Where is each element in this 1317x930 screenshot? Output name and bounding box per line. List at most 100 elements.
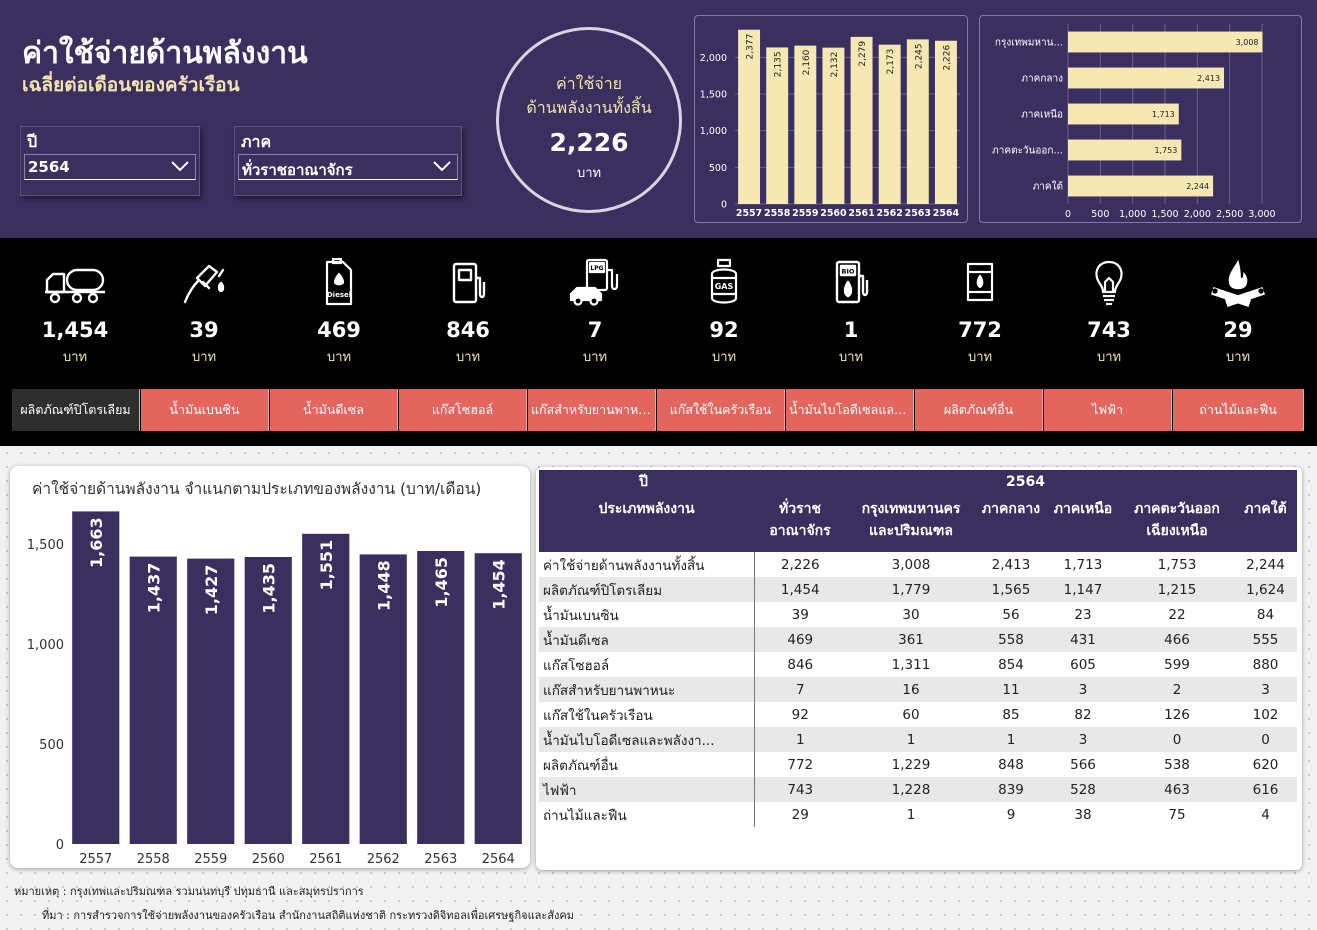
table-cell: 605 [1070,656,1096,673]
table-cell: 75 [1168,806,1186,823]
x-tick-label: 2557 [79,852,112,867]
energy-value: 1 [843,318,859,342]
energy-card-household-gas: GAS 92 บาท [660,258,788,365]
table-cell: 1,454 [754,577,846,602]
table-cell: 1,311 [891,656,931,673]
table-cell: 361 [846,627,976,652]
x-tick-label: 2558 [764,208,791,219]
table-cell: 1,779 [846,577,976,602]
bio-pump-icon: BIO [835,260,869,304]
table-year-header: ปี [539,470,754,494]
energy-value: 846 [446,318,490,342]
table-cell: 1,228 [846,777,976,802]
y-category-label: ภาคกลาง [1021,74,1063,85]
col-header-central[interactable]: ภาคกลาง [976,494,1046,552]
energy-unit: บาท [582,350,608,365]
yearly-category-chart-card: ค่าใช้จ่ายด้านพลังงาน จำแนกตามประเภทของพ… [10,466,530,868]
page-subtitle: เฉลี่ยต่อเดือนของครัวเรือน [22,74,240,96]
x-tick-label: 1,000 [1119,209,1146,220]
table-row: ค่าใช้จ่ายด้านพลังงานทั้งสิ้น 2,226 3,008 2… [539,552,1297,577]
x-tick-label: 2563 [905,208,931,219]
col-header-energy-type[interactable]: ประเภทพลังงาน [539,494,754,552]
table-row-label: น้ำมันดีเซล [539,627,755,652]
table-cell: 3,008 [891,556,931,573]
table-cell: 772 [787,756,814,773]
bar-value-label: 1,454 [489,559,508,610]
energy-unit: บาท [1096,350,1122,365]
svg-text:Diesel: Diesel [327,291,351,299]
bar [934,40,957,204]
table-cell: 1 [846,727,976,752]
energy-card-gasohol: 846 บาท [404,258,532,365]
tab-household-gas[interactable]: แก๊สใช้ในครัวเรือน [657,389,785,431]
table-cell: 0 [1234,727,1297,752]
bar [359,554,407,844]
tab-gasohol[interactable]: แก๊สโซฮอล์ [399,389,527,431]
table-cell: 1,229 [891,756,931,773]
table-row-label: ผลิตภัณฑ์ปิโตรเลียม [539,577,755,602]
year-slicer: ปี 2564 [20,126,200,196]
diesel-can-icon: Diesel [325,258,353,306]
table-cell: 463 [1120,777,1234,802]
x-tick-label: 2557 [736,208,762,219]
table-row-label: น้ำมันเบนซิน [539,602,755,627]
x-tick-label: 500 [1091,209,1109,220]
table-cell: 38 [1074,806,1092,823]
energy-unit: บาท [711,350,737,365]
table-row-label: ไฟฟ้า [539,777,755,802]
bar-value-label: 1,663 [87,517,106,568]
table-cell: 9 [1006,806,1016,823]
energy-card-electricity: 743 บาท [1045,258,1173,365]
table-cell: 56 [1002,606,1020,623]
bar-value-label: 2,132 [830,52,840,78]
bar [244,557,292,844]
table-cell: 538 [1164,756,1190,773]
tab-biodiesel[interactable]: น้ำมันไบโอดีเซลและพลังงานทดแทน [786,389,914,431]
bar [1068,103,1179,125]
tab-benzine[interactable]: น้ำมันเบนซิน [141,389,269,431]
y-tick-label: 0 [721,200,727,211]
tab-electricity[interactable]: ไฟฟ้า [1044,389,1172,431]
table-cell: 102 [1252,706,1279,723]
tab-diesel[interactable]: น้ำมันดีเซล [270,389,398,431]
tab-firewood[interactable]: ถ่านไม้และฟืน [1173,389,1304,431]
col-header-south[interactable]: ภาคใต้ [1234,494,1297,552]
region-dropdown[interactable]: ทั่วราชอาณาจักร [238,154,458,180]
fuel-truck-icon [45,268,105,304]
col-header-kingdom[interactable]: ทั่วราช อาณาจักร [754,494,846,552]
tab-petroleum[interactable]: ผลิตภัณฑ์ปิโตรเลียม [12,389,140,431]
energy-unit: บาท [455,350,481,365]
region-dropdown-value: ทั่วราชอาณาจักร [242,161,353,179]
col-header-north[interactable]: ภาคเหนือ [1046,494,1120,552]
energy-value: 743 [1087,318,1131,342]
energy-value: 29 [1223,318,1253,342]
table-cell: 620 [1252,756,1279,773]
tab-lpg-vehicle[interactable]: แก๊สสำหรับยานพาหนะ [528,389,656,431]
bar-value-label: 1,753 [1154,146,1177,155]
tab-other-products[interactable]: ผลิตภัณฑ์อื่น [915,389,1043,431]
svg-text:BIO: BIO [842,268,855,276]
table-cell: 60 [902,706,920,723]
bar-value-label: 2,279 [858,41,868,67]
table-cell: 2,413 [991,556,1031,573]
table-cell: 566 [1070,756,1096,773]
kpi-unit: บาท [576,166,602,181]
firewood-icon [1210,259,1266,308]
table-cell: 7 [754,677,846,702]
y-tick-label: 2,000 [700,53,727,64]
table-row-label: ถ่านไม้และฟืน [539,802,755,827]
col-header-bangkok[interactable]: กรุงเทพมหานคร และปริมณฑล [846,494,976,552]
energy-unit: บาท [967,350,993,365]
table-cell: 1 [906,806,916,823]
col-header-northeast[interactable]: ภาคตะวันออก เฉียงเหนือ [1120,494,1234,552]
table-row-label: แก๊สโซฮอล์ [539,652,755,677]
total-energy-kpi: ค่าใช้จ่าย ด้านพลังงานทั้งสิ้น 2,226 บาท [496,27,682,213]
year-dropdown[interactable]: 2564 [24,154,196,180]
yearly-category-bar-chart: 0 500 1,000 1,500 1,663 2557 1,437 2558 1,427 255… [27,511,522,867]
header-banner: ค่าใช้จ่ายด้านพลังงาน เฉลี่ยต่อเดือนของค… [0,0,1317,238]
kpi-label-line1: ค่าใช้จ่าย [555,74,623,93]
x-tick-label: 2,000 [1184,209,1211,220]
bar [129,556,177,844]
table-cell: 743 [754,777,846,802]
table-cell: 4 [1261,806,1270,823]
